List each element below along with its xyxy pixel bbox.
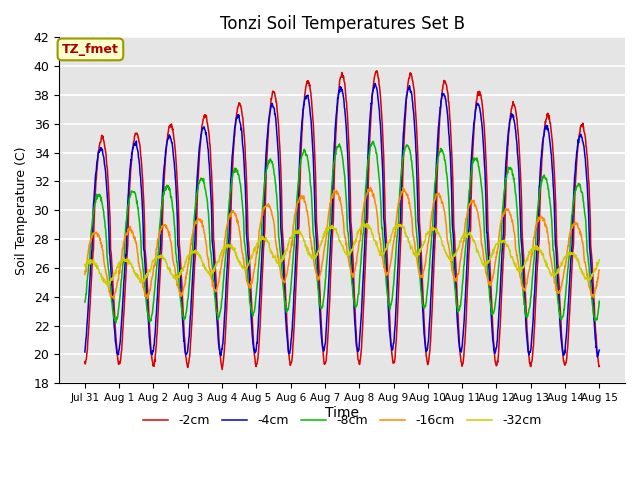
Line: -2cm: -2cm <box>85 71 599 370</box>
-2cm <box>253 361 261 367</box>
-4cm <box>253 340 260 346</box>
-16cm <box>253 251 261 256</box>
Line: -16cm: -16cm <box>85 187 599 299</box>
-8cm <box>112 320 120 325</box>
-2cm <box>195 155 203 160</box>
-8cm <box>595 299 603 304</box>
-16cm <box>110 296 118 301</box>
Line: -8cm: -8cm <box>85 142 599 323</box>
-8cm <box>490 311 497 316</box>
-2cm <box>535 241 543 247</box>
-2cm <box>372 68 380 73</box>
-16cm <box>422 252 430 258</box>
-4cm <box>595 347 603 353</box>
-8cm <box>535 195 543 201</box>
-32cm <box>81 262 89 268</box>
-2cm <box>595 363 603 369</box>
-2cm <box>218 367 226 372</box>
-32cm <box>535 245 543 251</box>
-2cm <box>422 354 430 360</box>
-16cm <box>595 267 603 273</box>
-4cm <box>489 338 497 344</box>
-8cm <box>81 299 89 305</box>
-32cm <box>595 257 603 263</box>
-16cm <box>490 272 497 277</box>
-32cm <box>422 231 430 237</box>
-32cm <box>360 219 367 225</box>
-16cm <box>196 218 204 224</box>
-8cm <box>183 303 191 309</box>
-4cm <box>594 354 602 360</box>
Legend: -2cm, -4cm, -8cm, -16cm, -32cm: -2cm, -4cm, -8cm, -16cm, -32cm <box>138 409 547 432</box>
-8cm <box>253 281 261 287</box>
Text: TZ_fmet: TZ_fmet <box>62 43 119 56</box>
-32cm <box>253 241 261 247</box>
-2cm <box>81 359 89 365</box>
-16cm <box>81 272 89 277</box>
-16cm <box>535 215 543 221</box>
Line: -32cm: -32cm <box>85 222 599 286</box>
-32cm <box>490 251 497 256</box>
-2cm <box>183 360 191 366</box>
-16cm <box>367 184 374 190</box>
Y-axis label: Soil Temperature (C): Soil Temperature (C) <box>15 146 28 275</box>
Line: -4cm: -4cm <box>85 84 599 357</box>
-4cm <box>195 145 203 151</box>
-8cm <box>196 179 204 185</box>
-4cm <box>371 81 379 86</box>
-16cm <box>183 269 191 275</box>
X-axis label: Time: Time <box>325 406 359 420</box>
Title: Tonzi Soil Temperatures Set B: Tonzi Soil Temperatures Set B <box>220 15 465 33</box>
-4cm <box>81 349 89 355</box>
-32cm <box>104 283 112 288</box>
-4cm <box>183 351 191 357</box>
-8cm <box>422 300 430 305</box>
-2cm <box>490 338 497 344</box>
-32cm <box>196 253 204 259</box>
-4cm <box>534 206 542 212</box>
-4cm <box>422 347 429 352</box>
-8cm <box>369 139 377 144</box>
-32cm <box>183 254 191 260</box>
